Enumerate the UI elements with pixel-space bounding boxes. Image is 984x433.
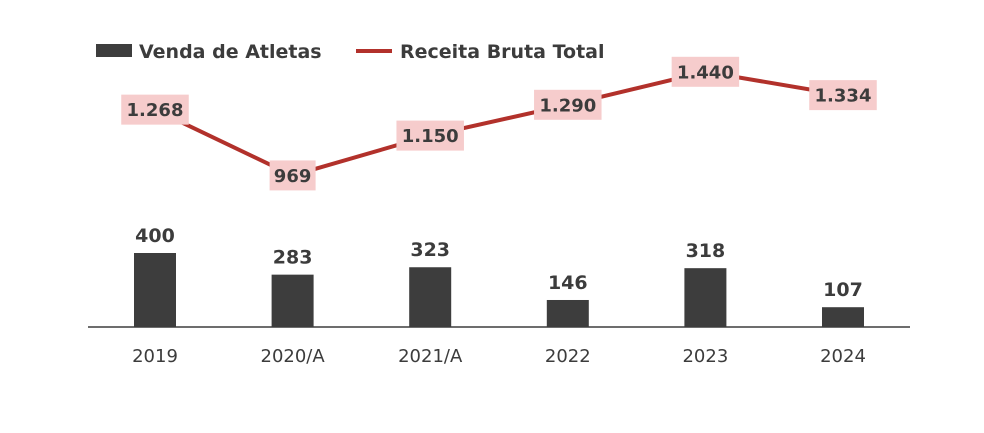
- line-value-label: 1.440: [677, 62, 734, 83]
- legend-label-line: Receita Bruta Total: [400, 41, 605, 63]
- bar-value-label: 318: [686, 240, 726, 262]
- bar-value-label: 400: [135, 225, 175, 247]
- x-tick-label: 2021/A: [398, 346, 463, 367]
- line-value-label: 1.150: [402, 126, 459, 147]
- bar-value-label: 146: [548, 272, 588, 294]
- receita-line: [153, 69, 845, 178]
- bar-value-labels: 400 283 323 146 318 107: [135, 225, 863, 301]
- line-label-bg: [121, 94, 189, 125]
- bar-2023: [684, 268, 727, 327]
- bar-value-label: 283: [273, 247, 313, 269]
- bar-2019: [134, 253, 176, 327]
- x-tick-label: 2020/A: [261, 346, 326, 367]
- x-tick-labels: 2019 2020/A 2021/A 2022 2023 2024: [132, 346, 866, 367]
- line-label-bg: [671, 56, 740, 87]
- x-tick-label: 2024: [820, 346, 866, 367]
- x-tick-label: 2023: [682, 346, 728, 367]
- line-value-labels: 1.268 969 1.150 1.290 1.440 1.334: [121, 56, 877, 191]
- line-value-label: 1.334: [815, 86, 872, 107]
- legend-label-bars: Venda de Atletas: [139, 41, 322, 63]
- bar-2021/A: [409, 267, 452, 327]
- line-point-label: 1.334: [809, 80, 877, 111]
- x-tick-label: 2019: [132, 346, 178, 367]
- bar-2022: [546, 299, 589, 327]
- line-point-label: 1.290: [534, 89, 602, 120]
- legend: Venda de Atletas Receita Bruta Total: [96, 41, 605, 63]
- line-point-label: 1.150: [396, 120, 464, 151]
- bar-series: [134, 253, 864, 327]
- bar-value-label: 107: [823, 279, 863, 301]
- line-label-bg: [534, 89, 602, 120]
- line-point-label: 1.268: [121, 94, 189, 125]
- line-point-label: 1.440: [671, 56, 740, 87]
- line-point-label: 969: [269, 160, 316, 191]
- line-label-bg: [396, 120, 464, 151]
- line-label-bg: [809, 80, 877, 111]
- bar-2020/A: [271, 274, 314, 327]
- legend-bar-swatch: [96, 44, 132, 57]
- x-tick-label: 2022: [545, 346, 591, 367]
- line-label-bg: [269, 160, 316, 191]
- bar-value-label: 323: [410, 239, 450, 261]
- line-value-label: 1.290: [539, 95, 596, 116]
- line-value-label: 969: [274, 166, 312, 187]
- bar-2024: [822, 307, 864, 327]
- line-series: [153, 69, 845, 178]
- line-value-label: 1.268: [127, 100, 184, 121]
